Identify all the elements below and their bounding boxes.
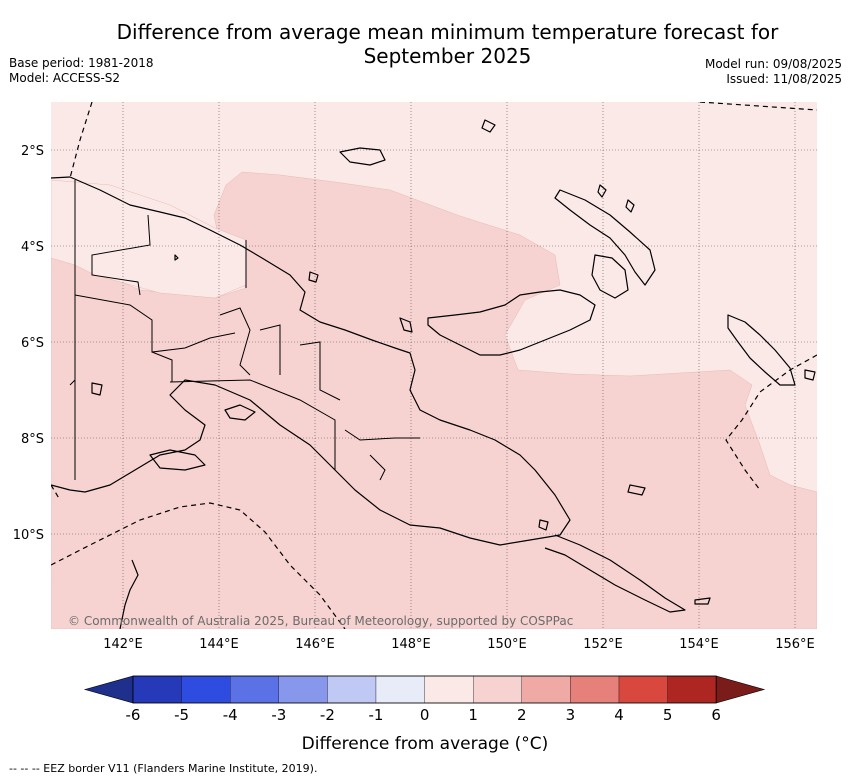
colorbar-tick-label: -2 <box>320 706 335 724</box>
issued-label: Issued: 11/08/2025 <box>726 72 842 86</box>
colorbar-bin <box>181 675 231 704</box>
province-boundaries <box>69 180 420 481</box>
graticule <box>51 102 817 629</box>
lat-labels: 2°S 4°S 6°S 8°S 10°S <box>13 144 44 543</box>
colorbar-bin <box>618 675 668 704</box>
colorbar-tick-label: -1 <box>369 706 384 724</box>
lon-label: 148°E <box>391 637 431 652</box>
colorbar-bin <box>667 675 717 704</box>
anomaly-light-pocket-west <box>51 179 247 299</box>
colorbar-tick-label: 4 <box>614 706 624 724</box>
lon-label: 152°E <box>583 637 623 652</box>
colorbar-extend-high <box>715 675 766 704</box>
colorbar-tick-label: 1 <box>468 706 478 724</box>
new-guinea-coast <box>51 176 571 546</box>
lat-label: 4°S <box>21 240 44 255</box>
colorbar-bin <box>473 675 522 704</box>
bougainville-coast <box>727 314 796 386</box>
colorbar-bin <box>230 675 279 704</box>
lon-label: 146°E <box>295 637 335 652</box>
colorbar-tick-label: -6 <box>126 706 141 724</box>
colorbar-tick-label: -4 <box>223 706 238 724</box>
colorbar-bin <box>570 675 620 704</box>
colorbar-bin <box>521 675 571 704</box>
new-ireland-south-coast <box>591 254 629 299</box>
papuan-tail-coast <box>544 534 686 613</box>
lon-label: 156°E <box>775 637 815 652</box>
colorbar-bin <box>278 675 328 704</box>
colorbar-extend-low <box>83 675 134 704</box>
model-run-label: Model run: 09/08/2025 <box>704 57 842 71</box>
eez-legend: -- -- -- EEZ border V11 (Flanders Marine… <box>9 762 318 775</box>
colorbar-bin <box>327 675 377 704</box>
colorbar-title: Difference from average (°C) <box>302 734 549 754</box>
lon-label: 142°E <box>103 637 143 652</box>
coastlines <box>51 119 816 629</box>
colorbar-tick-label: 3 <box>566 706 576 724</box>
new-ireland-coast <box>554 189 656 286</box>
title-line-2: September 2025 <box>363 44 532 68</box>
map-area: © Commonwealth of Australia 2025, Bureau… <box>51 102 817 629</box>
copyright-text: © Commonwealth of Australia 2025, Bureau… <box>68 614 573 628</box>
lat-label: 8°S <box>21 432 44 447</box>
colorbar-tick-label: 0 <box>420 706 430 724</box>
colorbar-tick-label: -5 <box>174 706 189 724</box>
lon-label: 154°E <box>679 637 719 652</box>
colorbar-outline <box>132 675 717 704</box>
base-period-label: Base period: 1981-2018 <box>9 56 154 70</box>
colorbar <box>83 675 766 704</box>
colorbar-tick-label: 5 <box>663 706 673 724</box>
colorbar-tick-label: 2 <box>517 706 527 724</box>
model-label: Model: ACCESS-S2 <box>9 71 121 85</box>
colorbar-tick-label: -3 <box>271 706 286 724</box>
new-britain-coast <box>427 289 596 356</box>
cape-york-coast <box>119 559 139 629</box>
lat-label: 10°S <box>13 528 44 543</box>
meta-right: Model run: 09/08/2025 Issued: 11/08/2025 <box>705 57 842 87</box>
colorbar-bin <box>375 675 425 704</box>
lat-label: 6°S <box>21 336 44 351</box>
lon-label: 144°E <box>199 637 239 652</box>
lon-labels: 142°E 144°E 146°E 148°E 150°E 152°E 154°… <box>103 637 815 652</box>
meta-left: Base period: 1981-2018 Model: ACCESS-S2 <box>9 56 154 86</box>
colorbar-bin <box>424 675 474 704</box>
chart-title: Difference from average mean minimum tem… <box>60 20 835 68</box>
colorbar-bin <box>132 675 182 704</box>
lat-label: 2°S <box>21 144 44 159</box>
title-line-1: Difference from average mean minimum tem… <box>116 20 779 44</box>
colorbar-ticks: -6 -5 -4 -3 -2 -1 0 1 2 3 4 5 6 <box>126 706 721 724</box>
colorbar-tick-label: 6 <box>711 706 721 724</box>
manus-coast <box>339 147 386 166</box>
lon-label: 150°E <box>487 637 527 652</box>
